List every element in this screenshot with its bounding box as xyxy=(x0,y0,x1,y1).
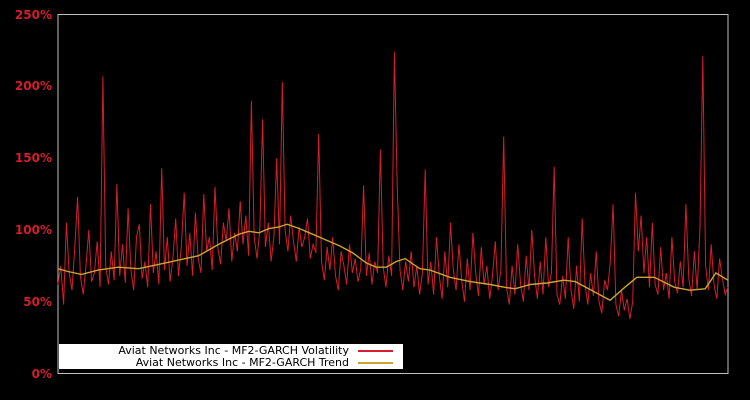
axis-border xyxy=(57,14,729,374)
legend-label-volatility: Aviat Networks Inc - MF2-GARCH Volatilit… xyxy=(118,343,349,357)
y-tick-label: 0% xyxy=(31,366,52,381)
y-tick-label: 100% xyxy=(14,222,52,237)
legend-item-trend: Aviat Networks Inc - MF2-GARCH Trend xyxy=(59,355,403,369)
trend-line xyxy=(57,223,729,302)
y-tick-label: 150% xyxy=(14,151,52,166)
y-tick-label: 200% xyxy=(14,79,52,94)
legend-line-volatility xyxy=(358,349,393,352)
legend: Aviat Networks Inc - MF2-GARCH Volatilit… xyxy=(59,344,403,369)
y-tick-label: 50% xyxy=(23,294,52,309)
legend-label-trend: Aviat Networks Inc - MF2-GARCH Trend xyxy=(135,355,349,369)
legend-line-trend xyxy=(358,361,393,364)
legend-item-volatility: Aviat Networks Inc - MF2-GARCH Volatilit… xyxy=(59,343,403,357)
y-tick-label: 250% xyxy=(14,7,52,22)
volatility-line xyxy=(57,51,729,319)
